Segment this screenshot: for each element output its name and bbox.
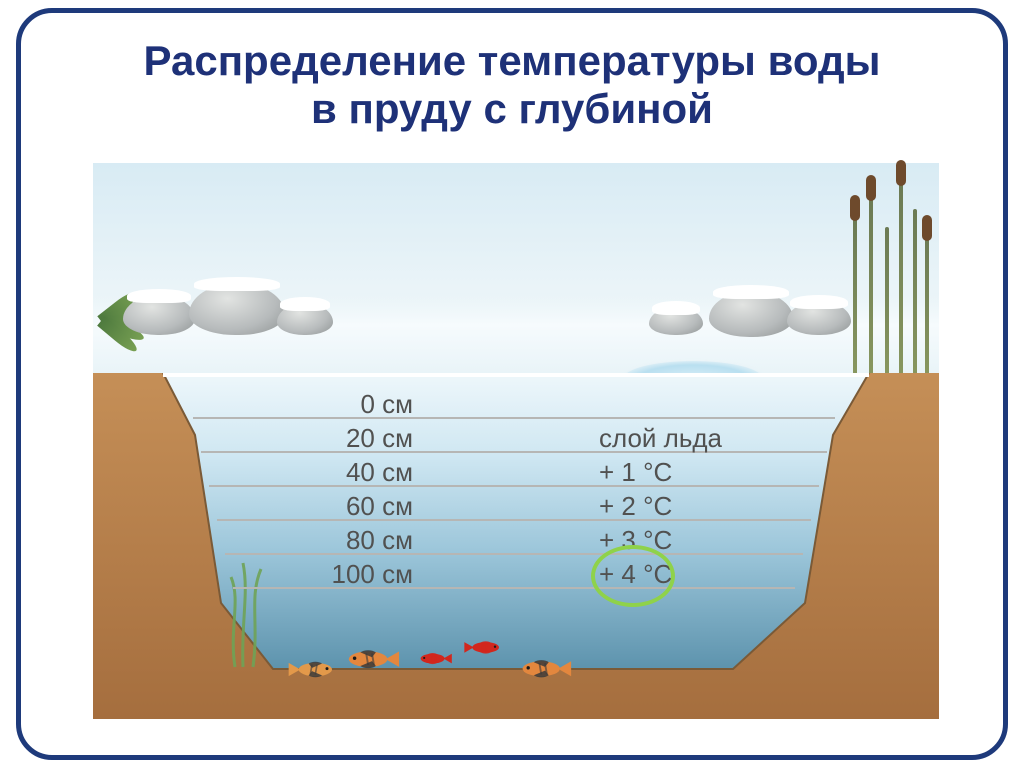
fish-icon xyxy=(517,657,573,681)
reed xyxy=(899,182,903,377)
soil-shape xyxy=(93,373,939,719)
depth-label: 100 см xyxy=(303,559,413,590)
temp-label: + 2 °C xyxy=(599,491,799,522)
fish-icon xyxy=(343,647,401,671)
temp-label: + 1 °C xyxy=(599,457,799,488)
rock xyxy=(649,307,703,335)
ice-layer-label: слой льда xyxy=(599,423,799,454)
depth-label: 80 см xyxy=(303,525,413,556)
depth-label: 0 см xyxy=(303,389,413,420)
title-line-2: в пруду с глубиной xyxy=(311,85,713,132)
rock xyxy=(787,301,851,335)
cattail xyxy=(866,175,876,201)
reed xyxy=(925,237,929,377)
pond-diagram: 0 см20 см слой льда 40 см + 1 °C 60 см + 2 °C… xyxy=(93,163,939,723)
rock xyxy=(709,291,793,337)
depth-label: 60 см xyxy=(303,491,413,522)
highlight-ring xyxy=(591,545,675,607)
cross-section: 0 см20 см слой льда 40 см + 1 °C 60 см + 2 °C… xyxy=(93,373,939,719)
reed xyxy=(885,227,889,377)
fish-icon xyxy=(463,639,503,656)
cattail xyxy=(896,160,906,186)
title-line-1: Распределение температуры воды xyxy=(144,37,881,84)
depth-label: 20 см xyxy=(303,423,413,454)
reed xyxy=(869,197,873,377)
outer-frame: Распределение температуры воды в пруду с… xyxy=(16,8,1008,760)
cattail xyxy=(850,195,860,221)
fish-icon xyxy=(287,659,337,680)
reed xyxy=(913,209,917,377)
reed xyxy=(853,217,857,377)
fish-icon xyxy=(417,651,453,666)
depth-label: 40 см xyxy=(303,457,413,488)
depth-line xyxy=(193,417,835,419)
rock xyxy=(123,295,195,335)
page-title: Распределение температуры воды в пруду с… xyxy=(21,13,1003,142)
rock xyxy=(277,303,333,335)
cattail xyxy=(922,215,932,241)
